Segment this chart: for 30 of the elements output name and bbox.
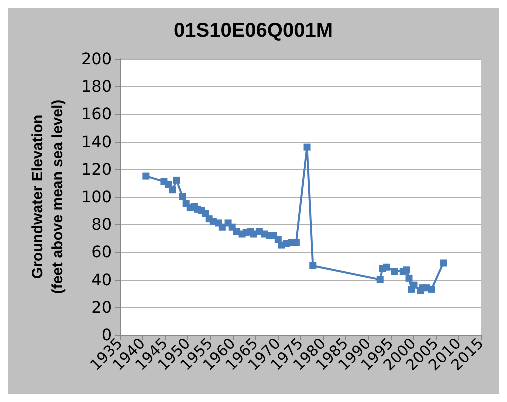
y-tick-label: 200 bbox=[81, 50, 112, 68]
point bbox=[310, 262, 317, 270]
y-tick-label: 20 bbox=[92, 298, 112, 317]
point bbox=[376, 276, 384, 284]
chart-title: 01S10E06Q001M bbox=[174, 20, 334, 42]
point bbox=[218, 224, 226, 231]
point bbox=[202, 210, 210, 218]
point bbox=[410, 282, 418, 289]
point bbox=[440, 260, 448, 267]
point bbox=[391, 268, 398, 276]
y-tick-label: 160 bbox=[81, 104, 112, 124]
point bbox=[304, 144, 311, 151]
point bbox=[403, 266, 410, 274]
y-tick-label: 80 bbox=[92, 215, 112, 234]
point bbox=[428, 286, 436, 293]
y-tick-label: 120 bbox=[81, 160, 112, 179]
y-tick-label: 100 bbox=[81, 188, 112, 206]
point bbox=[179, 194, 186, 200]
point bbox=[383, 264, 390, 271]
point bbox=[292, 239, 300, 246]
y-axis-title: Groundwater Elevation (feet above mean sea level) bbox=[30, 100, 66, 294]
point bbox=[406, 274, 413, 282]
point bbox=[142, 172, 150, 180]
y-tick-label: 180 bbox=[81, 77, 112, 96]
point bbox=[169, 186, 176, 194]
y-tick-label: 140 bbox=[81, 132, 112, 152]
point bbox=[173, 176, 180, 184]
y-tick-label: 40 bbox=[92, 270, 112, 290]
y-tick-label: 60 bbox=[92, 242, 112, 262]
point bbox=[165, 181, 172, 188]
